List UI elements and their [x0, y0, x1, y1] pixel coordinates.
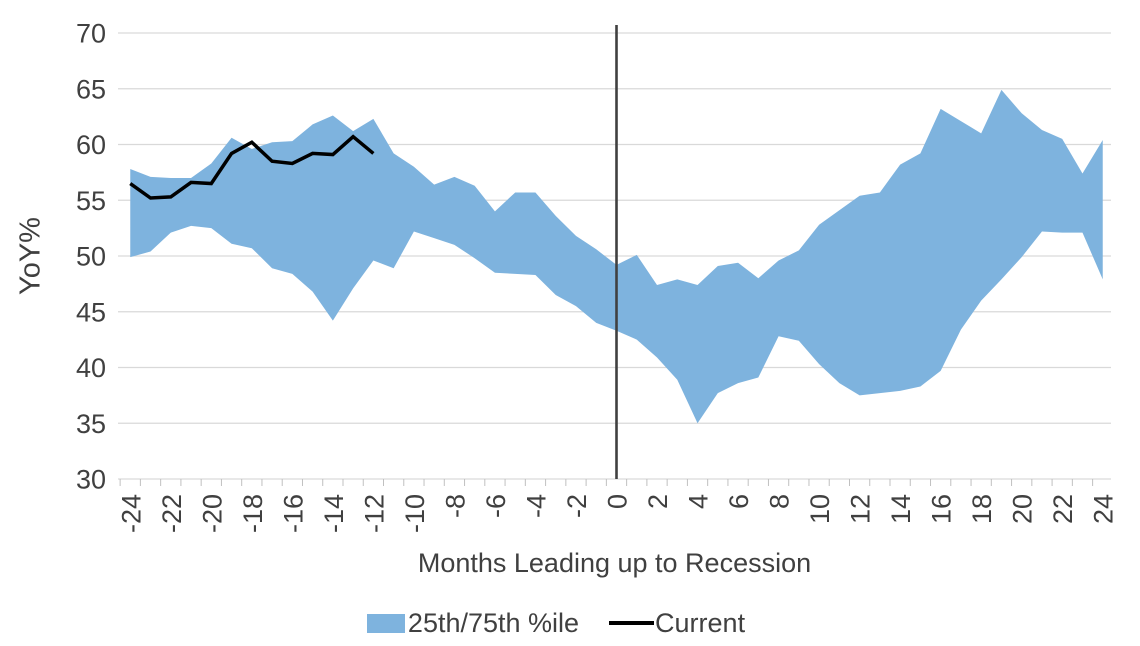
- x-tick-label--6: -6: [481, 494, 511, 518]
- x-tick-label-18: 18: [967, 494, 997, 524]
- x-tick-label--22: -22: [157, 494, 187, 533]
- x-tick-label--18: -18: [238, 494, 268, 533]
- legend: 25th/75th %ile Current: [0, 605, 1112, 641]
- x-tick-label-6: 6: [724, 494, 754, 509]
- x-tick-label-14: 14: [886, 494, 916, 524]
- y-tick-label-40: 40: [76, 353, 106, 383]
- x-tick-label-4: 4: [684, 494, 714, 509]
- y-tick-label-35: 35: [76, 409, 106, 439]
- y-tick-label-70: 70: [76, 19, 106, 49]
- x-tick-label-22: 22: [1048, 494, 1078, 524]
- x-tick-label--4: -4: [521, 494, 551, 518]
- y-tick-label-30: 30: [76, 465, 106, 495]
- legend-label-band: 25th/75th %ile: [407, 607, 580, 638]
- x-tick-label--8: -8: [440, 494, 470, 518]
- x-tick-label-24: 24: [1089, 494, 1119, 524]
- y-tick-label-55: 55: [76, 186, 106, 216]
- x-tick-label--24: -24: [116, 494, 146, 533]
- y-tick-label-50: 50: [76, 242, 106, 272]
- percentile-band-area: [130, 89, 1103, 424]
- x-axis-title: Months Leading up to Recession: [417, 548, 812, 578]
- line-swatch-icon: [609, 621, 655, 625]
- x-tick-label--14: -14: [319, 494, 349, 533]
- x-tick-label-10: 10: [805, 494, 835, 524]
- x-tick-label--12: -12: [359, 494, 389, 533]
- x-tick-label-20: 20: [1008, 494, 1038, 524]
- y-axis-title: YoY%: [14, 217, 47, 295]
- band-swatch-icon: [366, 613, 405, 633]
- x-tick-label-12: 12: [846, 494, 876, 524]
- x-tick-label--10: -10: [400, 494, 430, 533]
- x-tick-label-8: 8: [765, 494, 795, 509]
- y-tick-label-60: 60: [76, 130, 106, 160]
- x-tick-label-0: 0: [603, 494, 633, 509]
- current-line: [129, 134, 375, 200]
- legend-item-band: 25th/75th %ile: [366, 607, 580, 639]
- y-tick-label-45: 45: [76, 297, 106, 327]
- legend-item-current: Current: [609, 608, 745, 639]
- x-tick-label--20: -20: [197, 494, 227, 533]
- x-tick-label-2: 2: [643, 494, 673, 509]
- legend-label-current: Current: [655, 607, 746, 638]
- y-tick-label-65: 65: [76, 74, 106, 104]
- x-tick-label--2: -2: [562, 494, 592, 518]
- x-tick-label--16: -16: [278, 494, 308, 533]
- x-tick-label-16: 16: [927, 494, 957, 524]
